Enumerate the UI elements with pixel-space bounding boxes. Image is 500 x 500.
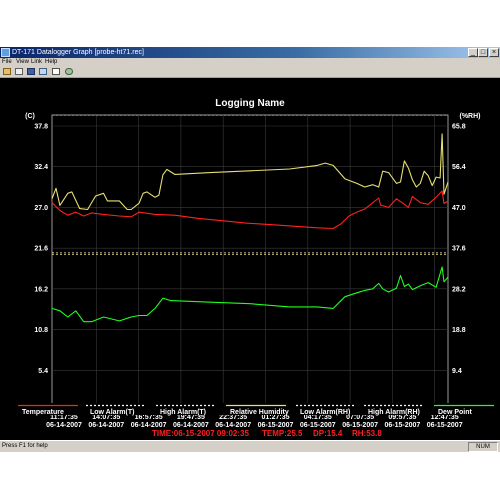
plot-frame xyxy=(51,114,449,412)
menu-file[interactable]: File xyxy=(2,59,12,65)
export-icon[interactable] xyxy=(39,68,47,75)
readout-time: TIME:06-15-2007 09:02:35 xyxy=(152,429,249,438)
right-tick-label: 65.8 xyxy=(452,124,466,131)
left-tick-label: 16.2 xyxy=(34,286,48,293)
save-icon[interactable] xyxy=(27,68,35,75)
left-tick-label: 32.4 xyxy=(34,164,48,171)
legend-strip: Temperature Low Alarm(T) High Alarm(T) Rela… xyxy=(0,403,500,416)
x-date-label: 06-15-2007 xyxy=(258,422,294,429)
x-time-label: 09:57:35 xyxy=(388,414,416,421)
legend-label: Temperature xyxy=(22,409,64,416)
right-tick-label: 9.4 xyxy=(452,368,462,375)
readout-rh: RH:53.8 xyxy=(352,429,382,438)
x-date-label: 06-15-2007 xyxy=(427,422,463,429)
x-time-label: 22:37:35 xyxy=(219,414,247,421)
right-tick-label: 37.6 xyxy=(452,246,466,253)
right-tick-label: 56.4 xyxy=(452,164,466,171)
maximize-button[interactable]: □ xyxy=(478,48,488,57)
app-window: DT-171 Datalogger Graph [probe-ht71.rec]… xyxy=(0,47,500,452)
status-help-text: Press F1 for help xyxy=(2,443,48,449)
legend-label: Low Alarm(T) xyxy=(90,409,134,416)
graph-area[interactable]: Logging Name (C) (%RH) 37.8 65.8 32.4 56.4 27.0… xyxy=(0,78,500,440)
copy-icon[interactable] xyxy=(52,68,60,75)
x-time-label: 04:17:35 xyxy=(304,414,332,421)
readout-temp: TEMP:25.5 xyxy=(262,429,303,438)
print-icon[interactable] xyxy=(15,68,23,75)
legend-label: High Alarm(T) xyxy=(160,409,206,416)
x-date-label: 06-14-2007 xyxy=(173,422,209,429)
x-time-label: 07:07:35 xyxy=(346,414,374,421)
legend-label: Relative Humidity xyxy=(230,409,289,416)
num-lock-indicator: NUM xyxy=(468,442,498,452)
right-tick-label: 28.2 xyxy=(452,286,466,293)
menu-view[interactable]: View xyxy=(16,59,29,65)
series-line-relative-humidity xyxy=(51,133,449,211)
menu-help[interactable]: Help xyxy=(45,59,58,65)
x-date-label: 06-15-2007 xyxy=(342,422,378,429)
x-time-label: 11:17:35 xyxy=(50,414,78,421)
zoom-icon[interactable] xyxy=(65,68,73,75)
close-button[interactable]: × xyxy=(489,48,499,57)
x-time-label: 01:27:35 xyxy=(261,414,289,421)
status-bar: Press F1 for help NUM xyxy=(0,440,500,452)
x-time-label: 14:07:35 xyxy=(92,414,120,421)
app-icon xyxy=(1,48,10,57)
menu-link[interactable]: Link xyxy=(31,59,43,65)
x-time-label: 16:57:35 xyxy=(135,414,163,421)
x-date-label: 06-15-2007 xyxy=(300,422,336,429)
x-time-label: 12:47:35 xyxy=(431,414,459,421)
chart-title: Logging Name xyxy=(215,98,285,109)
window-title: DT-171 Datalogger Graph [probe-ht71.rec] xyxy=(12,49,144,56)
x-date-label: 06-14-2007 xyxy=(215,422,251,429)
open-icon[interactable] xyxy=(3,68,11,75)
legend-label: Low Alarm(RH) xyxy=(300,409,350,416)
legend-label: High Alarm(RH) xyxy=(368,409,420,416)
minimize-button[interactable]: _ xyxy=(468,48,478,57)
right-axis-unit: (%RH) xyxy=(460,113,481,120)
left-tick-label: 10.8 xyxy=(34,327,48,334)
x-date-label: 06-14-2007 xyxy=(46,422,82,429)
chart-legend: Temperature Low Alarm(T) High Alarm(T) Rela… xyxy=(18,404,494,416)
left-axis-unit: (C) xyxy=(25,113,35,120)
x-date-label: 06-14-2007 xyxy=(131,422,167,429)
left-tick-label: 37.8 xyxy=(34,124,48,131)
x-date-label: 06-14-2007 xyxy=(88,422,124,429)
menu-bar: File View Link Help xyxy=(0,58,500,66)
legend-label: Dew Point xyxy=(438,409,473,416)
left-tick-label: 21.6 xyxy=(34,246,48,253)
toolbar xyxy=(0,66,500,78)
left-tick-label: 27.0 xyxy=(34,205,48,212)
title-bar[interactable]: DT-171 Datalogger Graph [probe-ht71.rec]… xyxy=(0,47,500,58)
series-line-dew-point xyxy=(51,266,449,323)
x-time-label: 19:47:35 xyxy=(177,414,205,421)
x-date-label: 06-15-2007 xyxy=(384,422,420,429)
left-tick-label: 5.4 xyxy=(38,368,48,375)
logging-chart: Logging Name (C) (%RH) 37.8 65.8 32.4 56.4 27.0… xyxy=(25,98,481,438)
right-tick-label: 47.0 xyxy=(452,205,466,212)
readout-dp: DP:15.4 xyxy=(313,429,343,438)
series-line-temperature xyxy=(51,190,449,230)
right-tick-label: 18.8 xyxy=(452,327,466,334)
